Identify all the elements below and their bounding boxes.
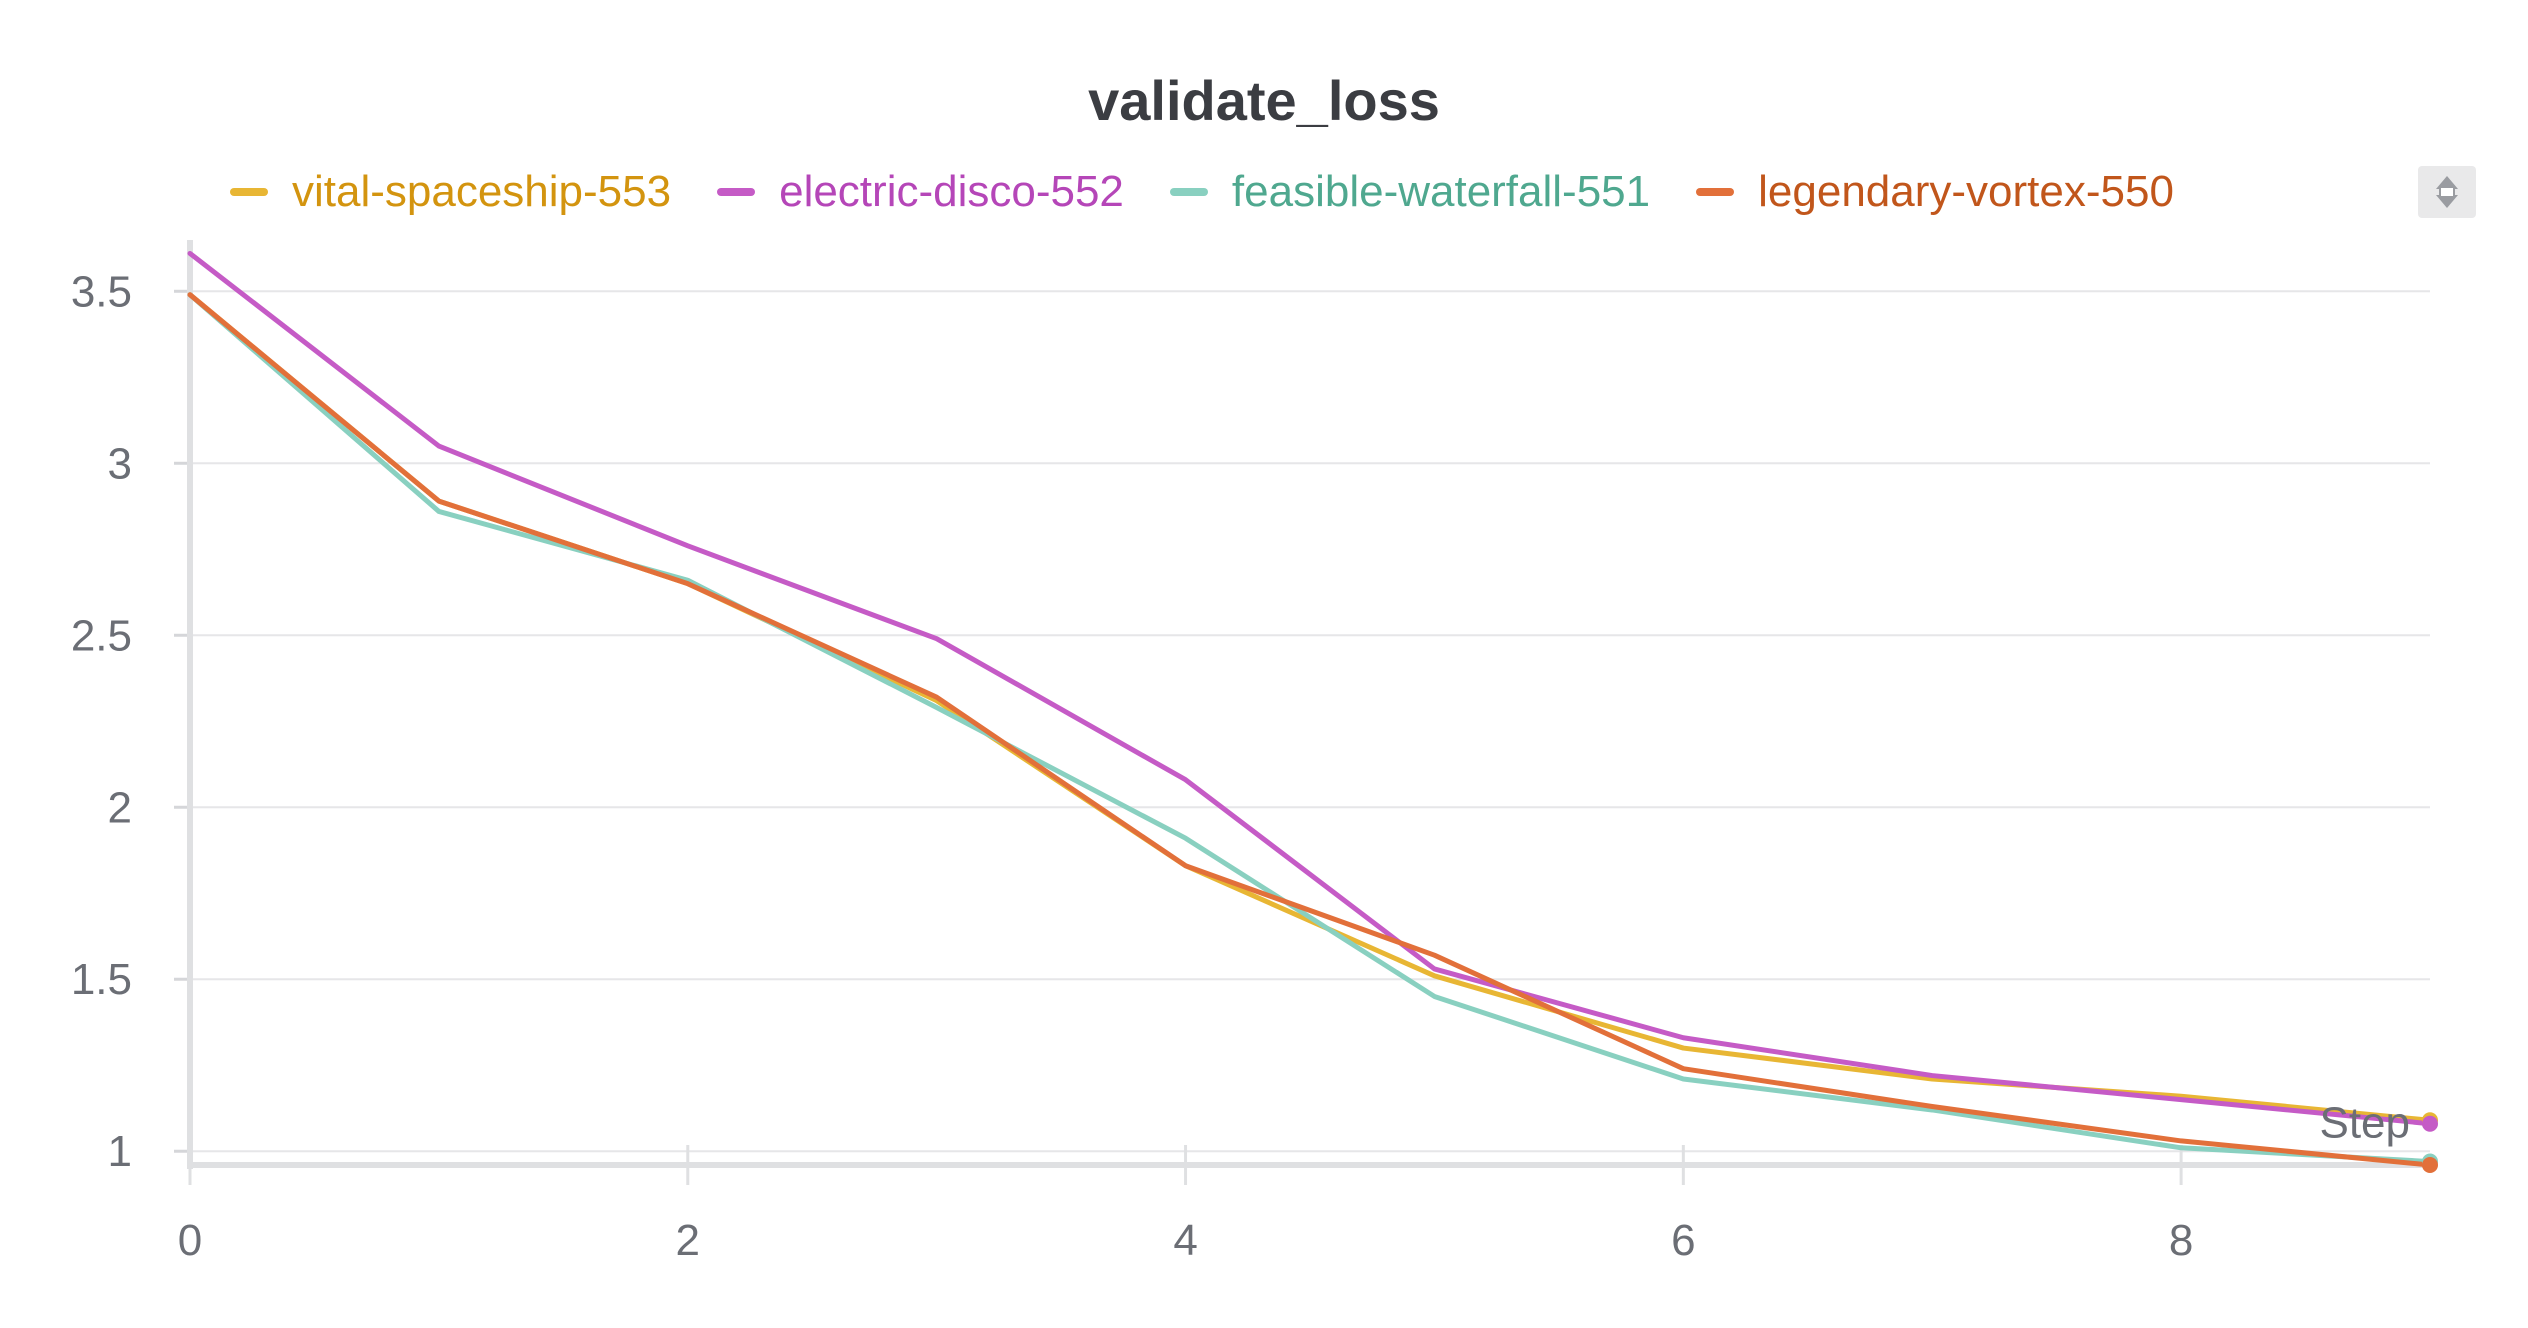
legend-label: legendary-vortex-550	[1758, 167, 2174, 216]
series-line	[187, 292, 2433, 1165]
y-tick-label: 3	[108, 439, 132, 488]
y-tick-label: 1	[108, 1127, 132, 1176]
series-line	[187, 292, 2433, 1123]
y-tick-label: 2.5	[71, 611, 132, 660]
legend-item[interactable]: vital-spaceship-553	[230, 167, 671, 217]
y-tick-label: 1.5	[71, 955, 132, 1004]
legend-swatch	[230, 188, 268, 196]
x-tick-label: 0	[178, 1216, 202, 1265]
legend-swatch	[1696, 188, 1735, 196]
expand-collapse-button[interactable]	[2418, 166, 2476, 218]
legend: vital-spaceship-553 electric-disco-552 f…	[230, 160, 2220, 224]
legend-label: feasible-waterfall-551	[1231, 167, 1651, 216]
legend-item[interactable]: legendary-vortex-550	[1696, 167, 2174, 217]
chart-title: validate_loss	[1088, 69, 1440, 132]
y-tick-label: 3.5	[71, 267, 132, 316]
y-tick-label: 2	[108, 783, 132, 832]
legend-label: vital-spaceship-553	[292, 167, 672, 216]
x-tick-label: 6	[1671, 1216, 1695, 1265]
legend-item[interactable]: electric-disco-552	[717, 167, 1124, 217]
legend-swatch	[717, 188, 756, 196]
legend-item[interactable]: feasible-waterfall-551	[1169, 167, 1651, 217]
legend-label: electric-disco-552	[779, 167, 1124, 216]
series-line	[187, 250, 2433, 1127]
x-tick-label: 4	[1173, 1216, 1197, 1265]
series-end-point	[2422, 1115, 2438, 1132]
legend-swatch	[1169, 188, 1208, 196]
x-tick-label: 8	[2169, 1216, 2193, 1265]
expand-collapse-icon	[2436, 176, 2458, 208]
series-line	[187, 292, 2433, 1168]
x-axis-label: Step	[2319, 1099, 2410, 1148]
x-tick-label: 2	[676, 1216, 700, 1265]
series-end-point	[2422, 1157, 2438, 1173]
